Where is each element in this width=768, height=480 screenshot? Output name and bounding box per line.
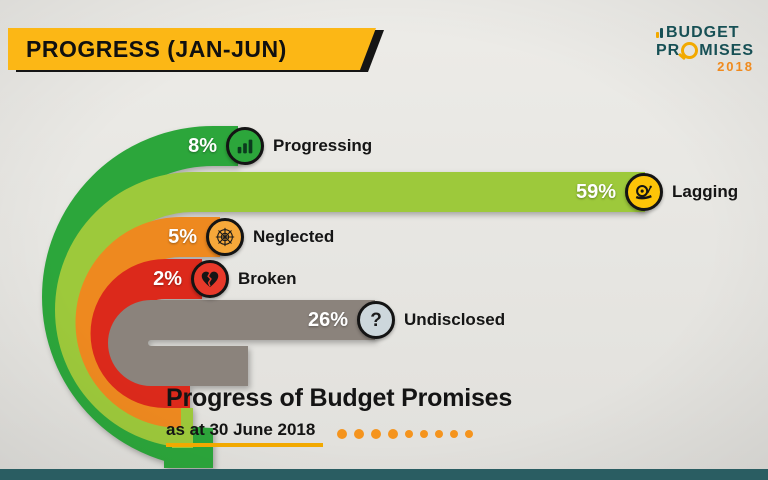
pagination-dots xyxy=(337,428,474,439)
band-row-progressing: 8% Progressing xyxy=(183,126,372,166)
logo-word-budget: BUDGET xyxy=(665,24,740,41)
category-label: Progressing xyxy=(273,136,373,155)
broken-heart-icon xyxy=(191,260,229,298)
magnifier-o-icon xyxy=(681,41,699,59)
band-row-broken: 2% Broken xyxy=(148,259,297,299)
header-banner: PROGRESS (JAN-JUN) xyxy=(8,28,376,70)
band-row-lagging: 59% Lagging xyxy=(576,172,738,212)
percent-label: 26% xyxy=(308,308,349,331)
snail-icon xyxy=(625,173,664,211)
band-arc-undisclosed xyxy=(108,300,375,386)
dot-indicator xyxy=(465,429,474,438)
percent-label: 59% xyxy=(576,180,617,203)
percent-label: 2% xyxy=(153,267,182,290)
category-label: Undisclosed xyxy=(404,310,506,329)
logo-bars-icon xyxy=(655,27,663,38)
dot-indicator xyxy=(354,428,365,439)
bar-chart-icon xyxy=(226,127,264,165)
category-label: Neglected xyxy=(253,227,335,246)
dot-indicator xyxy=(388,428,399,439)
category-label: Lagging xyxy=(672,182,739,201)
chart-caption: Progress of Budget Promises as at 30 Jun… xyxy=(166,384,512,447)
chart-title: Progress of Budget Promises xyxy=(166,384,513,412)
percent-label: 5% xyxy=(168,225,197,248)
category-label: Broken xyxy=(238,269,297,288)
band-row-neglected: 5% Neglected xyxy=(163,217,334,257)
budget-promises-logo: BUDGET PR MISES 2018 xyxy=(655,24,754,75)
chart-subtitle: as at 30 June 2018 xyxy=(166,420,324,447)
logo-year: 2018 xyxy=(717,59,754,75)
dot-indicator xyxy=(435,429,444,438)
logo-word-promises-pre: PR xyxy=(655,41,681,59)
percent-label: 8% xyxy=(188,134,217,157)
question-mark-icon: ? xyxy=(357,301,396,339)
dot-indicator xyxy=(405,429,414,438)
dot-indicator xyxy=(420,429,429,438)
dot-indicator xyxy=(450,429,459,438)
dot-indicator xyxy=(337,428,348,439)
spider-web-icon xyxy=(206,218,244,256)
page-title: PROGRESS (JAN-JUN) xyxy=(26,35,287,62)
logo-word-promises-post: MISES xyxy=(699,41,754,59)
dot-indicator xyxy=(371,428,382,439)
band-row-undisclosed: 26% ? Undisclosed xyxy=(308,300,505,340)
footer-bar xyxy=(0,469,768,480)
